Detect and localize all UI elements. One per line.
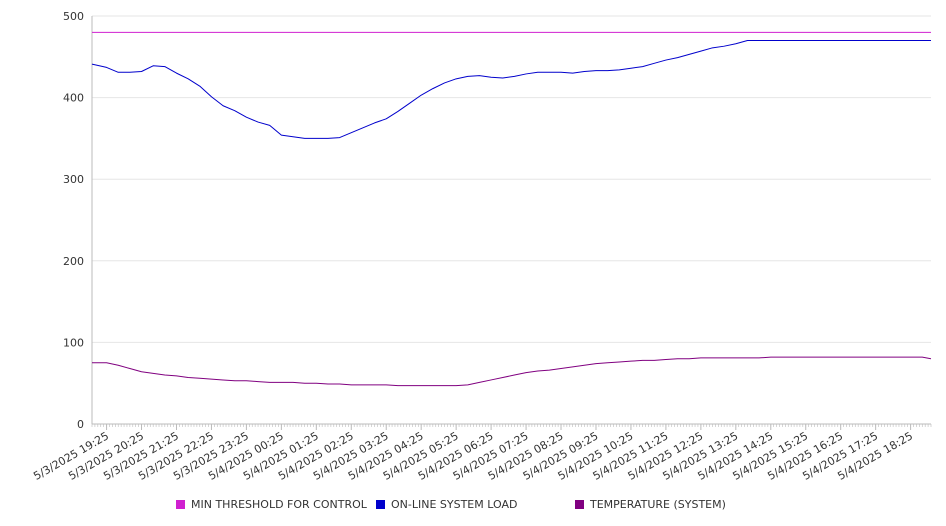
y-tick-label: 100 [63,336,84,349]
temperature-line [92,356,932,387]
y-tick-label: 500 [63,10,84,23]
legend-item-threshold: MIN THRESHOLD FOR CONTROL [176,498,367,511]
legend-swatch-temperature [575,500,584,509]
y-tick-label: 300 [63,173,84,186]
y-tick-label: 200 [63,255,84,268]
system-load-line [91,39,931,139]
legend-item-load: ON-LINE SYSTEM LOAD [376,498,517,511]
y-tick-label: 0 [77,418,84,431]
legend-swatch-load [376,500,385,509]
legend: MIN THRESHOLD FOR CONTROL ON-LINE SYSTEM… [0,498,946,514]
series-lines [91,31,932,387]
gridlines [92,15,931,343]
legend-label-temperature: TEMPERATURE (SYSTEM) [590,498,726,511]
legend-label-threshold: MIN THRESHOLD FOR CONTROL [191,498,367,511]
y-tick-label: 400 [63,92,84,105]
legend-label-load: ON-LINE SYSTEM LOAD [391,498,518,511]
legend-item-temperature: TEMPERATURE (SYSTEM) [575,498,726,511]
legend-swatch-threshold [176,500,185,509]
axes [91,16,932,430]
